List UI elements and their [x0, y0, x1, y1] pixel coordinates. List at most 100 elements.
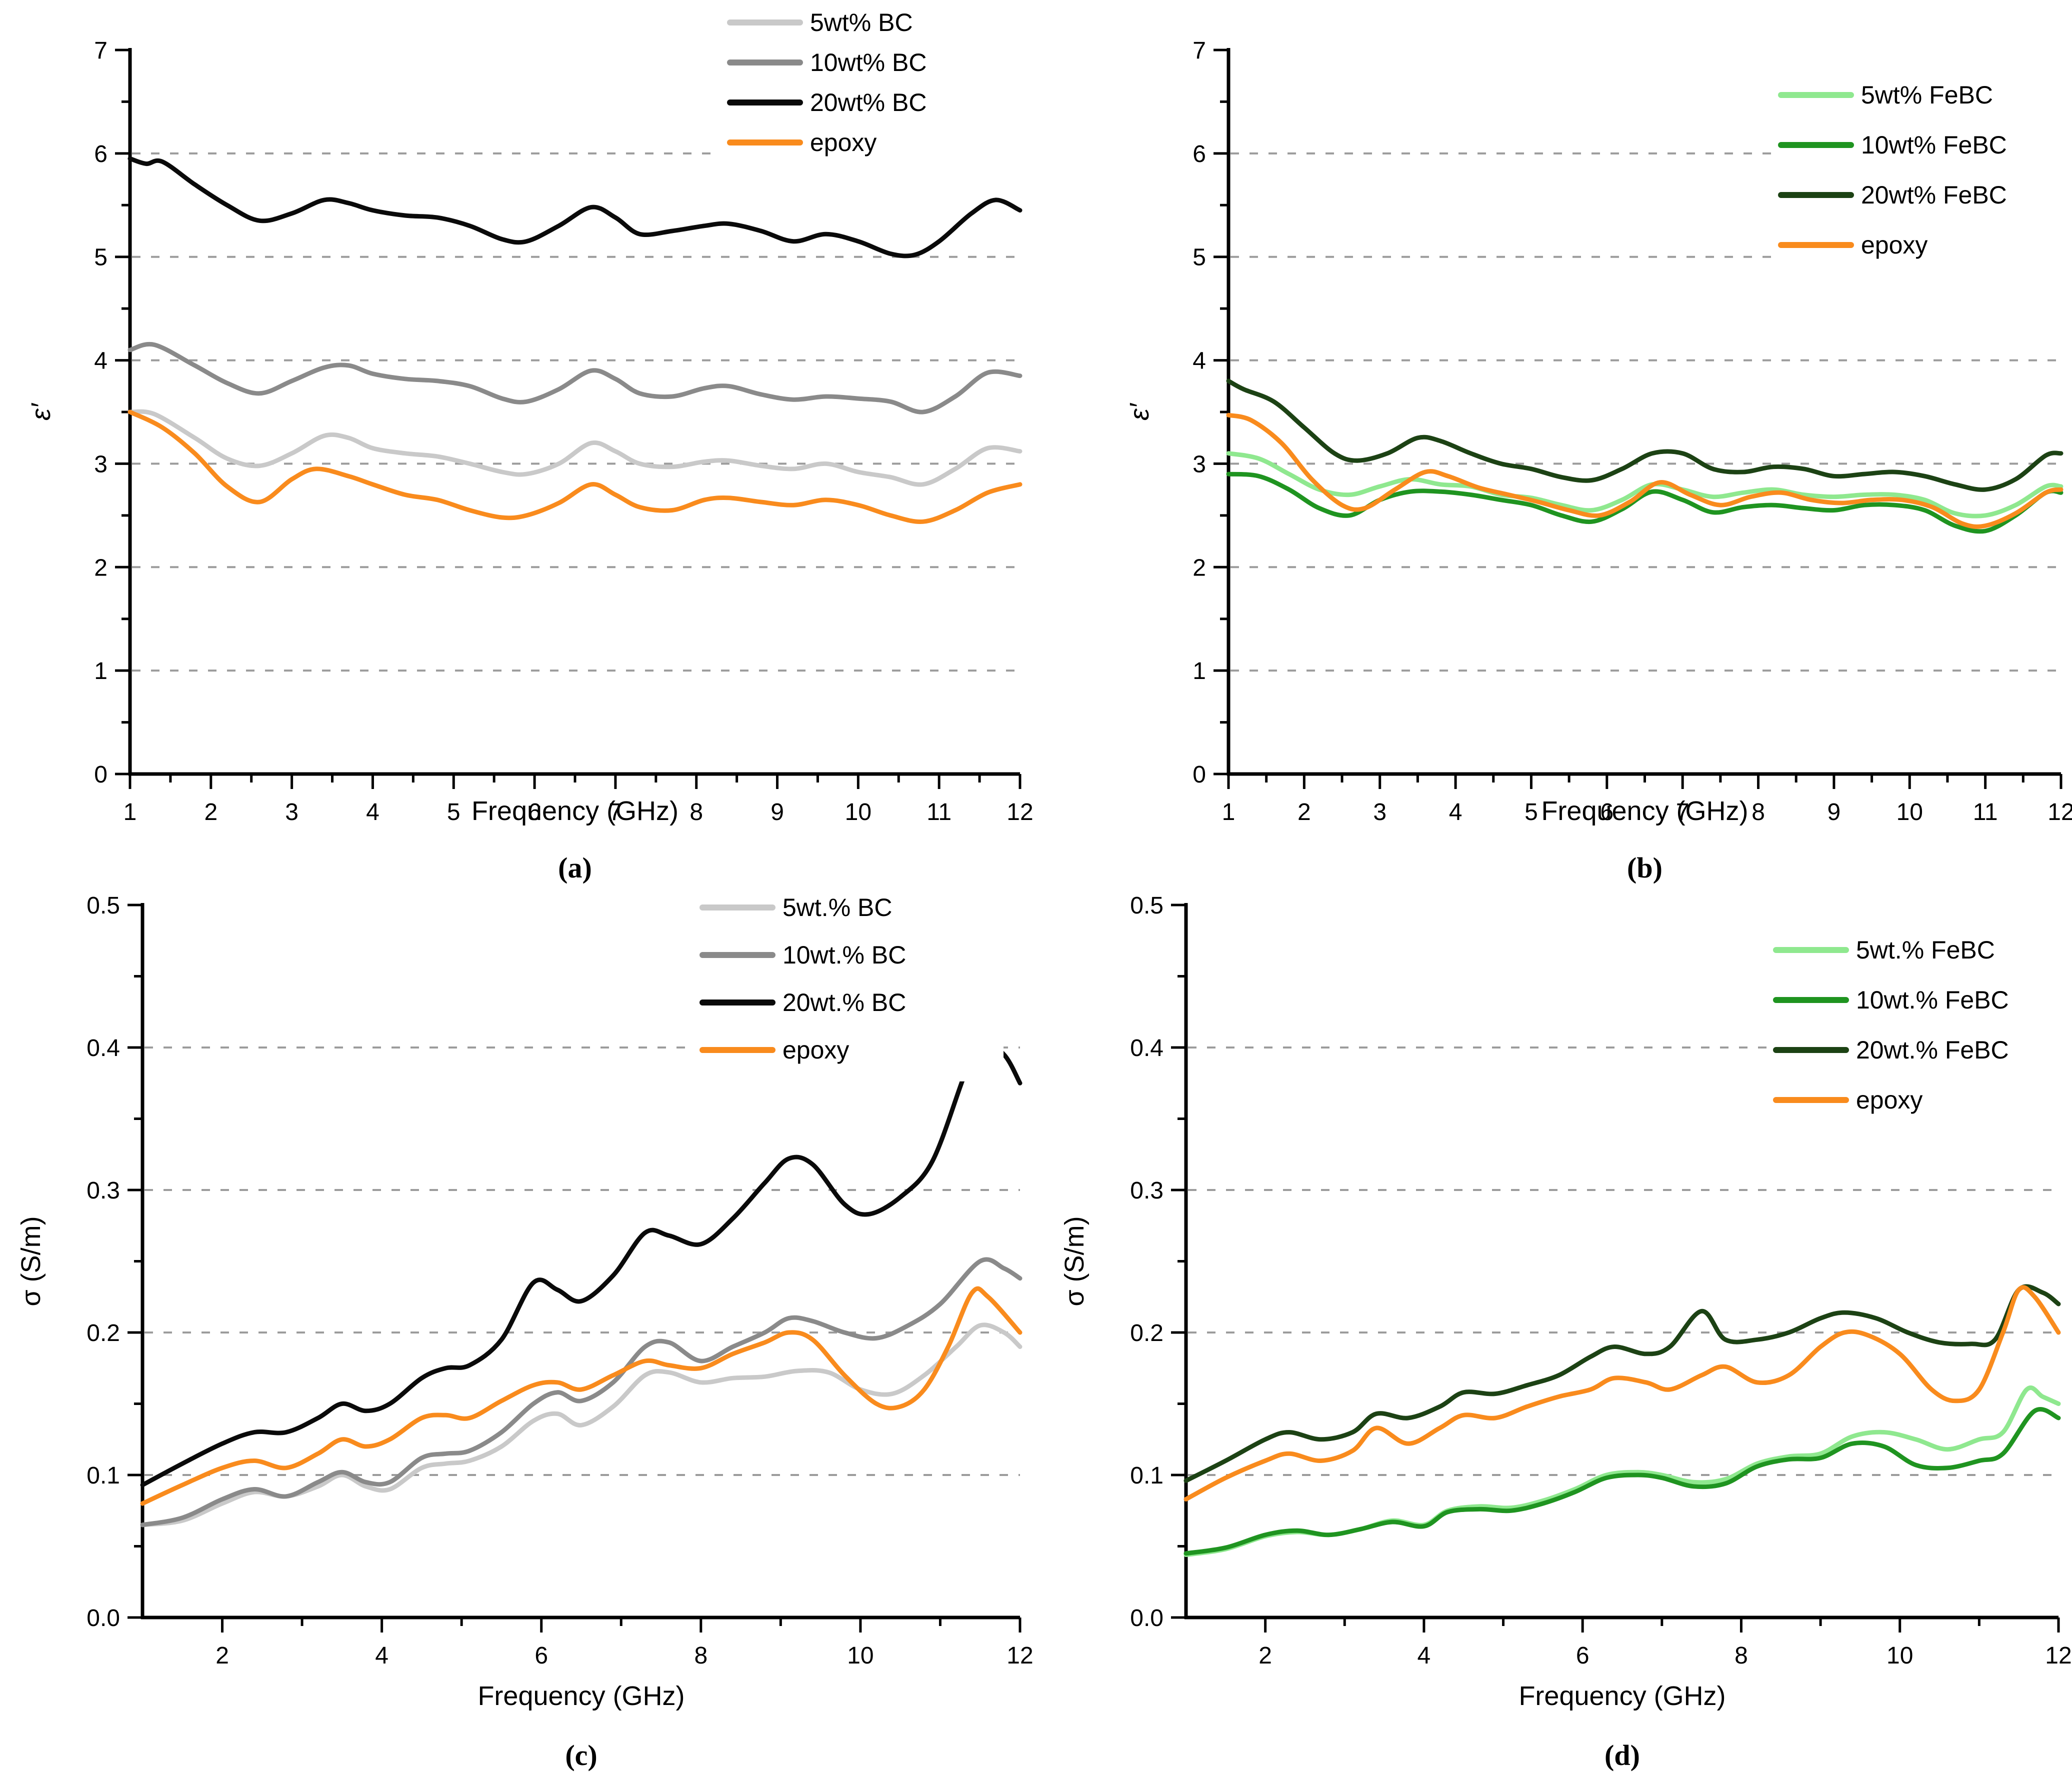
x-tick-label: 2	[204, 799, 218, 826]
x-tick-label: 2	[1258, 1642, 1272, 1669]
series-line-5wt-bc	[128, 409, 1022, 487]
x-tick-label: 8	[1734, 1642, 1748, 1669]
series-line-epoxy	[128, 410, 1022, 524]
x-tick-label: 3	[1373, 799, 1386, 826]
x-tick-label: 5	[447, 799, 460, 826]
x-tick-label: 1	[124, 799, 137, 826]
legend-item: 5wt.% FeBC	[1773, 936, 1995, 964]
legend-label: 5wt% FeBC	[1861, 81, 1993, 109]
legend-label: epoxy	[1856, 1086, 1922, 1114]
x-tick-label: 7	[609, 799, 622, 826]
x-tick-label: 4	[1418, 1642, 1431, 1669]
x-tick-label: 9	[770, 799, 784, 826]
legend-item: 20wt.% BC	[700, 988, 906, 1016]
series-line-20wt-bc	[128, 156, 1022, 258]
series-line-epoxy	[140, 1286, 1022, 1506]
x-axis-title: Frequency (GHz)	[478, 1681, 684, 1711]
legend-label: 20wt.% BC	[782, 988, 906, 1016]
x-tick-label: 10	[1896, 799, 1923, 826]
series-line-epoxy	[1226, 412, 2064, 529]
series-line-10wt-bc	[140, 1257, 1022, 1528]
x-tick-label: 6	[1576, 1642, 1590, 1669]
legend-item: epoxy	[1778, 231, 1928, 259]
x-tick-label: 6	[534, 1642, 548, 1669]
legend-item: 20wt% BC	[727, 88, 926, 116]
y-tick-label: 2	[94, 554, 108, 581]
legend: 5wt.% BC 10wt.% BC 20wt.% BC epoxy	[700, 894, 906, 1064]
x-tick-label: 4	[366, 799, 380, 826]
y-tick-label: 4	[94, 348, 108, 374]
x-tick-label: 10	[1886, 1642, 1913, 1669]
panel-letter: (a)	[558, 852, 592, 884]
series-line-epoxy	[1184, 1285, 2061, 1502]
x-tick-label: 11	[1973, 799, 1998, 826]
x-tick-label: 1	[1222, 799, 1236, 826]
x-tick-label: 7	[1676, 799, 1690, 826]
y-tick-label: 6	[94, 141, 108, 168]
x-tick-label: 12	[1006, 799, 1033, 826]
y-tick-label: 7	[1192, 38, 1206, 64]
x-tick-label: 6	[1600, 799, 1614, 826]
x-tick-label: 6	[528, 799, 542, 826]
legend-label: 5wt% BC	[810, 8, 913, 36]
x-tick-label: 12	[1006, 1642, 1033, 1669]
x-tick-label: 9	[1828, 799, 1841, 826]
legend-item: 10wt.% FeBC	[1773, 986, 2009, 1014]
x-tick-label: 10	[847, 1642, 874, 1669]
y-tick-label: 0	[94, 762, 108, 788]
y-tick-label: 0.3	[86, 1178, 120, 1204]
legend-item: epoxy	[700, 1036, 849, 1064]
legend-item: 5wt% BC	[727, 8, 913, 36]
x-tick-label: 12	[2045, 1642, 2072, 1669]
legend-label: 20wt% BC	[810, 88, 926, 116]
y-tick-label: 0.2	[86, 1320, 120, 1346]
x-tick-label: 8	[694, 1642, 708, 1669]
series-line-10wt-febc	[1184, 1407, 2061, 1556]
x-tick-label: 10	[845, 799, 872, 826]
y-tick-label: 3	[1192, 451, 1206, 478]
y-tick-label: 1	[94, 658, 108, 684]
series-line-20wt-febc	[1184, 1284, 2061, 1483]
chart-c: 2 4 6 8 10 12 0.0 0.1 0.2 0.3 0.4 0.5 Frequency (GHz…	[16, 890, 1034, 1772]
legend-label: 10wt% BC	[810, 48, 926, 76]
x-axis-title: Frequency (GHz)	[472, 796, 678, 826]
y-tick-label: 5	[94, 244, 108, 271]
y-axis-title: ε′	[26, 402, 56, 420]
x-tick-label: 2	[216, 1642, 229, 1669]
legend-item: 5wt.% BC	[700, 894, 892, 922]
x-tick-label: 2	[1298, 799, 1311, 826]
y-tick-label: 6	[1192, 141, 1206, 168]
chart-d: 2 4 6 8 10 12 0.0 0.1 0.2 0.3 0.4 0.5 Frequency (GHz…	[1060, 892, 2072, 1772]
legend-label: epoxy	[1861, 231, 1928, 259]
legend-label: 20wt% FeBC	[1861, 181, 2007, 209]
legend: 5wt% FeBC 10wt% FeBC 20wt% FeBC epoxy	[1778, 81, 2007, 259]
x-tick-label: 11	[926, 799, 952, 826]
panel-b: 1 2 3 4 5 6 7 8 9 10 11 12 0 1 2 3 4 5 6 7 Frequency (GHz) ε′…	[1036, 0, 2072, 890]
legend: 5wt% BC 10wt% BC 20wt% BC epoxy	[727, 8, 926, 156]
y-tick-label: 0.4	[1130, 1035, 1164, 1062]
x-axis-title: Frequency (GHz)	[1541, 796, 1748, 826]
legend-item: 10wt.% BC	[700, 941, 906, 969]
y-tick-label: 0	[1192, 762, 1206, 788]
series-line-5wt-febc	[1184, 1386, 2061, 1558]
legend-item: 10wt% FeBC	[1778, 131, 2007, 159]
y-tick-label: 5	[1192, 244, 1206, 271]
legend-label: epoxy	[810, 128, 876, 156]
x-tick-label: 8	[690, 799, 703, 826]
x-tick-label: 8	[1752, 799, 1765, 826]
y-axis-title: ε′	[1124, 402, 1154, 420]
series-line-20wt-bc	[140, 1037, 1022, 1488]
legend-item: 20wt% FeBC	[1778, 181, 2007, 209]
y-tick-label: 0.5	[86, 892, 120, 919]
y-tick-label: 0.3	[1130, 1178, 1164, 1204]
legend-label: 10wt.% BC	[782, 941, 906, 969]
x-tick-label: 3	[285, 799, 298, 826]
y-tick-label: 0.2	[1130, 1320, 1164, 1346]
legend-item: epoxy	[1773, 1086, 1922, 1114]
panel-letter: (b)	[1627, 852, 1662, 884]
panel-a: 1 2 3 4 5 6 7 8 9 10 11 12 0 1 2 3 4 5 6 7 Frequency (GHz) ε′…	[0, 0, 1036, 890]
panel-letter: (c)	[565, 1739, 597, 1772]
